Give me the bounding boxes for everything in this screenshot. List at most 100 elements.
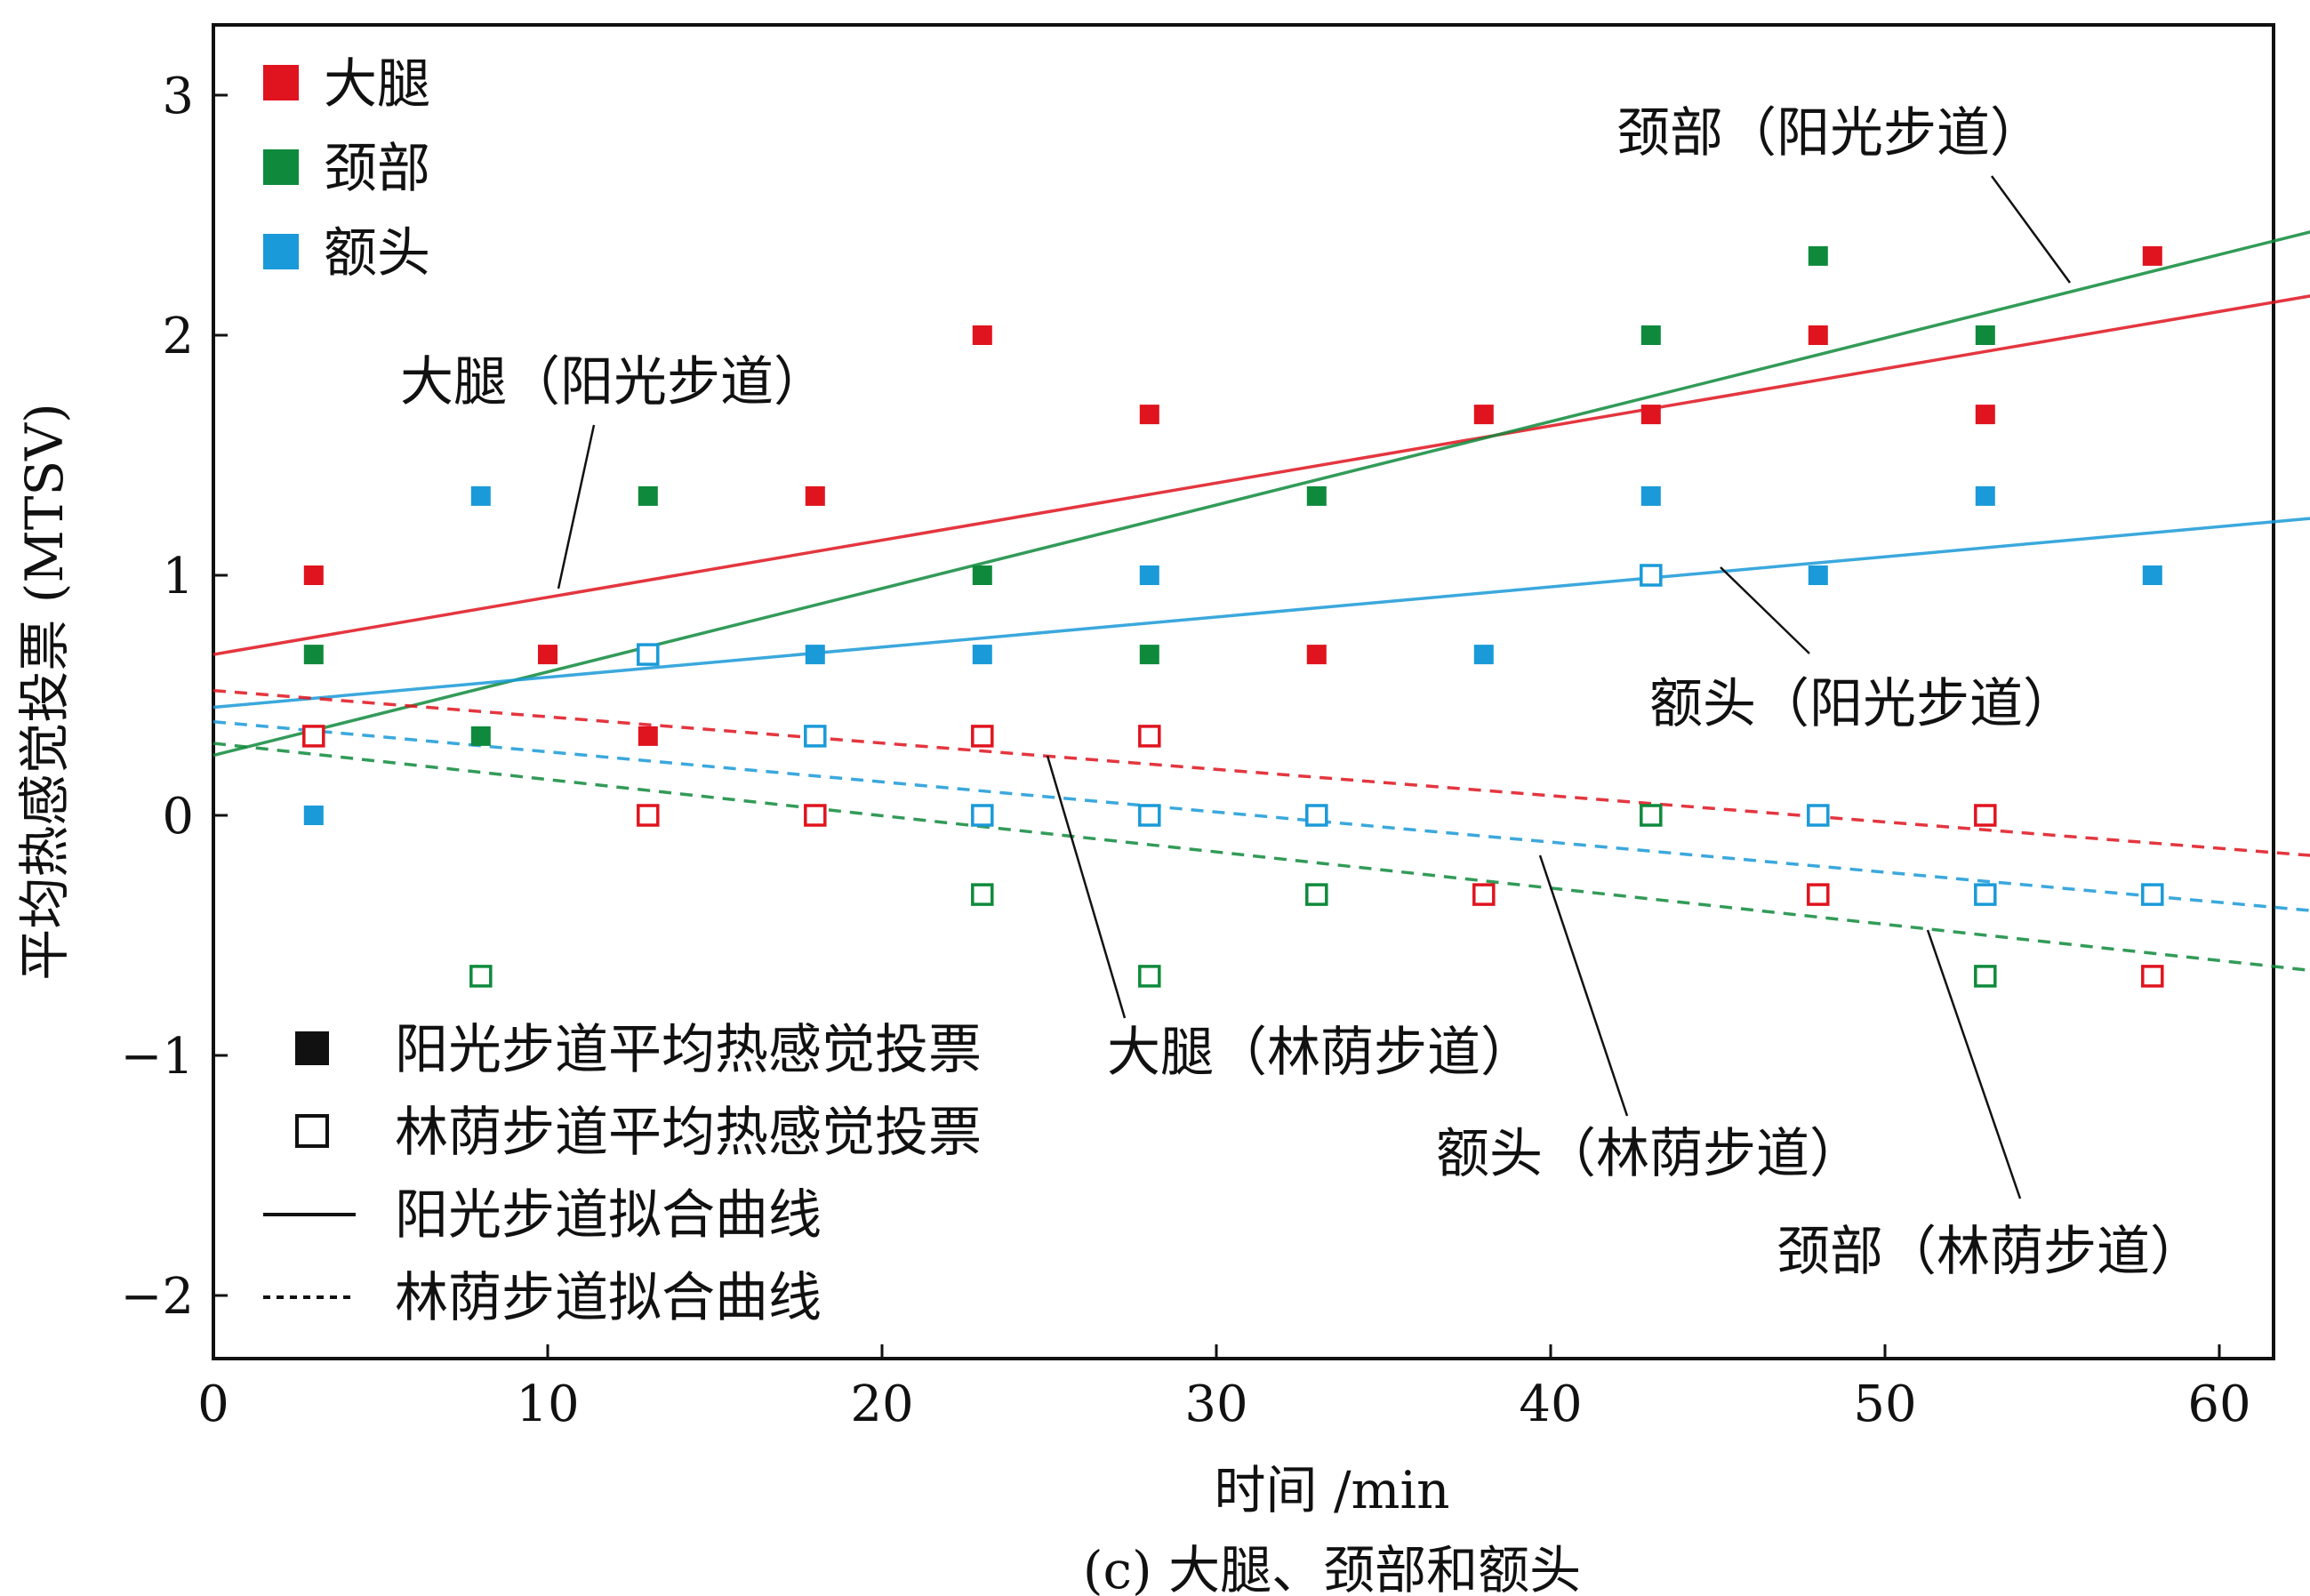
fit-line-label: 颈部（林荫步道） bbox=[1777, 1221, 2203, 1283]
figure-caption: (c) 大腿、颈部和额头 bbox=[1083, 1540, 1581, 1596]
point-forehead-shade bbox=[971, 804, 994, 827]
annotation-leader bbox=[1720, 566, 1810, 654]
point-forehead-sun bbox=[303, 806, 324, 825]
point-thigh-sun bbox=[638, 726, 658, 746]
point-thigh-sun bbox=[538, 645, 557, 665]
legend-filled-square bbox=[295, 1031, 329, 1065]
point-neck-shade bbox=[1640, 804, 1663, 827]
legend-label-neck: 颈部 bbox=[324, 138, 430, 200]
y-axis-title: 平均热感觉投票 (MTSV) bbox=[14, 403, 75, 980]
point-thigh-sun bbox=[2142, 245, 2162, 266]
point-forehead-shade bbox=[637, 643, 660, 666]
x-tick-label: 50 bbox=[1853, 1375, 1916, 1433]
point-forehead-shade bbox=[1138, 804, 1161, 827]
point-neck-shade bbox=[1305, 883, 1328, 906]
fit-line-label: 颈部（阳光步道） bbox=[1616, 102, 2043, 164]
point-thigh-sun bbox=[972, 325, 992, 345]
point-forehead-shade bbox=[804, 725, 827, 748]
legend-swatch-forehead bbox=[263, 234, 299, 269]
y-tick-label: 0 bbox=[162, 788, 194, 846]
annotation-leader bbox=[1538, 854, 1629, 1117]
legend-label-thigh: 大腿 bbox=[324, 53, 430, 116]
x-tick-label: 10 bbox=[516, 1375, 579, 1433]
point-thigh-sun bbox=[1808, 325, 1828, 345]
x-tick-label: 20 bbox=[850, 1375, 913, 1433]
fit-line-forehead-sun bbox=[213, 517, 2310, 710]
y-tick-label: 1 bbox=[162, 548, 194, 606]
annotation-leader bbox=[557, 424, 596, 589]
point-thigh-shade bbox=[302, 725, 325, 748]
point-neck-sun bbox=[303, 645, 324, 665]
point-forehead-sun bbox=[1473, 645, 1494, 665]
y-tick-label: −2 bbox=[120, 1268, 194, 1326]
point-neck-shade bbox=[971, 883, 994, 906]
point-thigh-sun bbox=[303, 565, 324, 585]
legend-route-label: 阳光步道平均热感觉投票 bbox=[395, 1019, 982, 1081]
x-tick-label: 60 bbox=[2187, 1375, 2250, 1433]
legend-route-label: 林荫步道拟合曲线 bbox=[395, 1267, 822, 1329]
legend-swatch-thigh bbox=[263, 65, 299, 100]
point-thigh-shade bbox=[971, 725, 994, 748]
point-forehead-shade bbox=[2141, 883, 2164, 906]
fit-lines bbox=[213, 230, 2310, 973]
point-forehead-shade bbox=[1807, 804, 1830, 827]
point-thigh-shade bbox=[1974, 804, 1997, 827]
y-tick-label: −1 bbox=[120, 1028, 194, 1086]
point-forehead-sun bbox=[972, 645, 992, 665]
point-forehead-shade bbox=[1974, 883, 1997, 906]
point-forehead-sun bbox=[2142, 565, 2162, 585]
point-thigh-sun bbox=[1139, 405, 1159, 425]
point-neck-sun bbox=[1975, 325, 1995, 345]
x-tick-label: 30 bbox=[1184, 1375, 1247, 1433]
point-thigh-shade bbox=[1138, 725, 1161, 748]
point-neck-sun bbox=[1640, 325, 1661, 345]
fit-line-label: 大腿（阳光步道） bbox=[400, 351, 827, 413]
legend-swatch-neck bbox=[263, 149, 299, 185]
point-thigh-sun bbox=[1640, 405, 1661, 425]
point-neck-shade bbox=[1974, 965, 1997, 988]
point-thigh-shade bbox=[1807, 883, 1830, 906]
point-forehead-sun bbox=[1975, 485, 1995, 506]
legend-label-forehead: 额头 bbox=[324, 222, 430, 285]
point-thigh-sun bbox=[1975, 405, 1995, 425]
fit-line-label: 大腿（林荫步道） bbox=[1107, 1022, 1534, 1084]
x-axis-title: 时间 /min bbox=[1215, 1460, 1450, 1520]
fit-line-label: 额头（林荫步道） bbox=[1436, 1123, 1863, 1185]
annotation-leader bbox=[1926, 929, 2022, 1199]
point-forehead-sun bbox=[1808, 565, 1828, 585]
point-neck-sun bbox=[638, 485, 658, 506]
fit-line-thigh-shade bbox=[213, 688, 2310, 857]
point-neck-sun bbox=[1306, 485, 1327, 506]
fit-line-label: 额头（阳光步道） bbox=[1649, 673, 2076, 735]
annotation-leader bbox=[1990, 175, 2072, 284]
y-tick-label: 3 bbox=[162, 68, 194, 125]
point-forehead-sun bbox=[805, 645, 825, 665]
point-forehead-shade bbox=[1640, 564, 1663, 587]
point-neck-sun bbox=[972, 565, 992, 585]
data-points bbox=[302, 245, 2164, 988]
fit-line-neck-sun bbox=[213, 230, 2310, 758]
annotation-leader bbox=[1046, 755, 1127, 1019]
point-thigh-sun bbox=[1306, 645, 1327, 665]
fit-line-forehead-shade bbox=[213, 719, 2310, 912]
fit-line-thigh-sun bbox=[213, 294, 2310, 656]
point-forehead-shade bbox=[1305, 804, 1328, 827]
point-forehead-sun bbox=[1139, 565, 1159, 585]
point-neck-sun bbox=[470, 726, 491, 746]
point-neck-sun bbox=[1139, 645, 1159, 665]
point-neck-shade bbox=[469, 965, 493, 988]
fit-line-neck-shade bbox=[213, 742, 2310, 973]
point-thigh-shade bbox=[1472, 883, 1496, 906]
point-neck-sun bbox=[1808, 245, 1828, 266]
point-neck-shade bbox=[1138, 965, 1161, 988]
point-thigh-sun bbox=[805, 485, 825, 506]
legend-route-label: 阳光步道拟合曲线 bbox=[395, 1184, 822, 1247]
point-thigh-shade bbox=[804, 804, 827, 827]
y-tick-label: 2 bbox=[162, 308, 194, 365]
annotations: 大腿（阳光步道） 颈部（阳光步道） 额头（阳光步道） 大腿（林荫步道） 额头（林荫步道）… bbox=[400, 102, 2203, 1283]
point-forehead-sun bbox=[1640, 485, 1661, 506]
